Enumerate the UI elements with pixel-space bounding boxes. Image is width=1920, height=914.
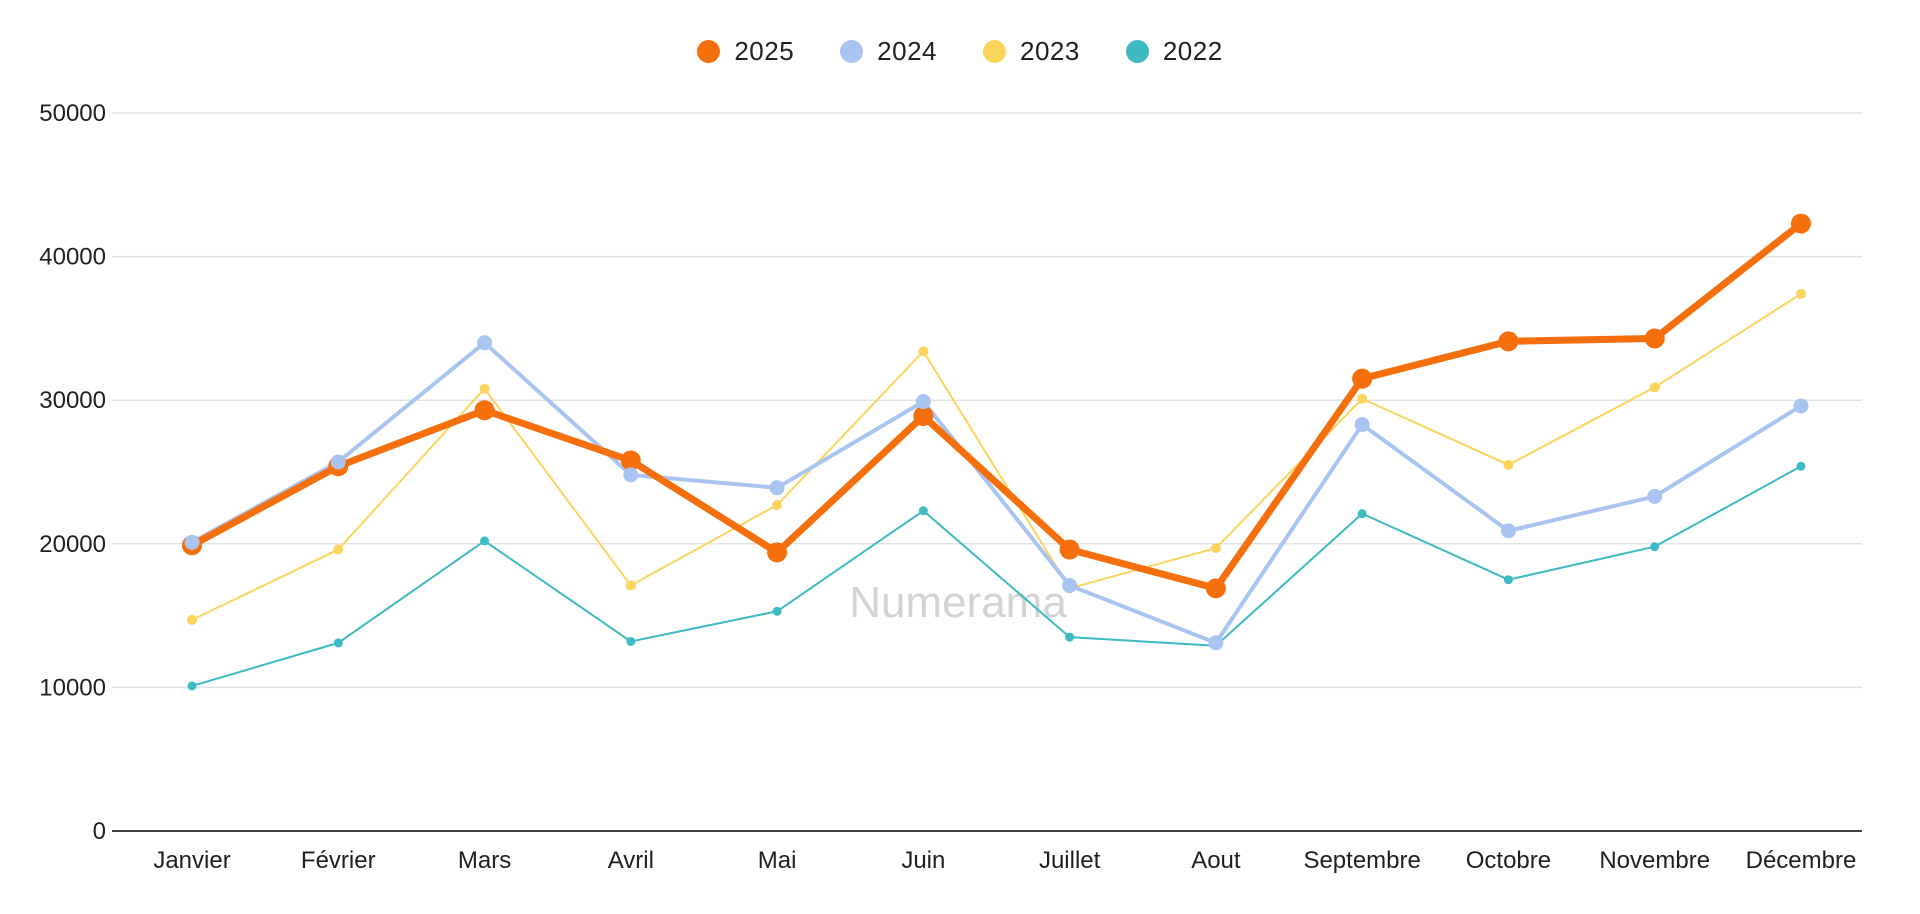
legend-dot-2024-icon bbox=[840, 40, 864, 63]
data-point-2022-Mai[interactable] bbox=[772, 606, 782, 616]
data-point-2024-Novembre[interactable] bbox=[1647, 488, 1663, 504]
data-point-2022-Septembre[interactable] bbox=[1357, 509, 1367, 519]
y-tick-label: 50000 bbox=[39, 100, 106, 127]
data-point-2024-Janvier[interactable] bbox=[184, 534, 200, 550]
x-tick-label-Janvier: Janvier bbox=[153, 847, 230, 874]
legend-item-2023[interactable]: 2023 bbox=[983, 36, 1080, 67]
data-point-2025-Avril[interactable] bbox=[620, 450, 641, 471]
data-point-2022-Décembre[interactable] bbox=[1796, 461, 1806, 471]
data-point-2023-Mars[interactable] bbox=[479, 383, 490, 394]
data-point-2023-Aout[interactable] bbox=[1210, 543, 1221, 554]
legend-item-2024[interactable]: 2024 bbox=[840, 36, 937, 67]
chart-legend: 2025 2024 2023 2022 bbox=[0, 36, 1920, 67]
x-tick-label-Juillet: Juillet bbox=[1039, 847, 1101, 874]
data-point-2022-Novembre[interactable] bbox=[1650, 542, 1660, 552]
x-tick-label-Septembre: Septembre bbox=[1303, 847, 1420, 874]
x-tick-label-Février: Février bbox=[301, 847, 376, 874]
x-tick-label-Aout: Aout bbox=[1191, 847, 1241, 874]
data-point-2025-Octobre[interactable] bbox=[1498, 331, 1519, 352]
data-point-2022-Juillet[interactable] bbox=[1065, 632, 1075, 642]
data-point-2024-Avril[interactable] bbox=[623, 467, 639, 483]
legend-label-2023: 2023 bbox=[1020, 36, 1080, 66]
data-point-2022-Février[interactable] bbox=[333, 638, 343, 648]
data-point-2024-Juillet[interactable] bbox=[1062, 577, 1078, 593]
x-tick-label-Octobre: Octobre bbox=[1466, 847, 1551, 874]
legend-item-2025[interactable]: 2025 bbox=[697, 36, 794, 67]
x-tick-label-Novembre: Novembre bbox=[1599, 847, 1710, 874]
y-tick-label: 40000 bbox=[39, 244, 106, 271]
legend-dot-2023-icon bbox=[983, 40, 1006, 63]
data-point-2025-Aout[interactable] bbox=[1205, 578, 1226, 599]
x-tick-label-Avril: Avril bbox=[608, 847, 654, 874]
legend-label-2025: 2025 bbox=[734, 36, 795, 66]
data-point-2024-Septembre[interactable] bbox=[1354, 417, 1370, 433]
data-point-2025-Décembre[interactable] bbox=[1790, 213, 1811, 234]
legend-label-2024: 2024 bbox=[877, 36, 937, 66]
data-point-2025-Juillet[interactable] bbox=[1059, 539, 1080, 560]
data-point-2022-Juin[interactable] bbox=[918, 506, 928, 516]
data-point-2023-Septembre[interactable] bbox=[1357, 393, 1368, 404]
series-line-2025 bbox=[188, 220, 1805, 592]
data-point-2023-Mai[interactable] bbox=[772, 500, 783, 511]
data-point-2023-Décembre[interactable] bbox=[1795, 288, 1806, 299]
series-line-2023 bbox=[191, 292, 1802, 621]
y-tick-label: 10000 bbox=[39, 674, 106, 701]
y-tick-label: 30000 bbox=[39, 387, 106, 414]
data-point-2023-Avril[interactable] bbox=[625, 580, 636, 591]
x-tick-label-Mai: Mai bbox=[758, 847, 797, 874]
data-point-2023-Juin[interactable] bbox=[918, 346, 929, 357]
data-point-2025-Novembre[interactable] bbox=[1644, 328, 1665, 349]
data-point-2023-Janvier[interactable] bbox=[187, 614, 197, 625]
data-point-2024-Mars[interactable] bbox=[477, 335, 493, 351]
x-tick-label-Décembre: Décembre bbox=[1746, 847, 1857, 874]
data-point-2024-Octobre[interactable] bbox=[1500, 523, 1516, 539]
legend-dot-2025-icon bbox=[697, 40, 721, 63]
series-line-2022 bbox=[191, 465, 1802, 687]
data-point-2022-Janvier[interactable] bbox=[187, 681, 197, 691]
data-point-2023-Novembre[interactable] bbox=[1649, 382, 1660, 393]
legend-dot-2022-icon bbox=[1125, 40, 1149, 63]
y-tick-label: 0 bbox=[93, 818, 106, 845]
legend-item-2022[interactable]: 2022 bbox=[1125, 36, 1223, 67]
watermark: Numerama bbox=[849, 578, 1067, 627]
data-point-2025-Juin[interactable] bbox=[913, 405, 934, 426]
series-line-2024 bbox=[190, 340, 1803, 645]
data-point-2022-Octobre[interactable] bbox=[1503, 575, 1513, 585]
x-tick-label-Juin: Juin bbox=[901, 847, 945, 874]
data-point-2024-Juin[interactable] bbox=[915, 394, 931, 410]
data-point-2022-Avril[interactable] bbox=[626, 636, 636, 646]
data-point-2024-Décembre[interactable] bbox=[1793, 398, 1809, 414]
y-tick-label: 20000 bbox=[39, 531, 106, 558]
data-point-2024-Février[interactable] bbox=[330, 454, 346, 470]
legend-label-2022: 2022 bbox=[1162, 36, 1223, 66]
x-tick-label-Mars: Mars bbox=[458, 847, 511, 874]
data-point-2022-Mars[interactable] bbox=[480, 536, 490, 546]
data-point-2024-Mai[interactable] bbox=[769, 480, 785, 496]
data-point-2025-Mai[interactable] bbox=[767, 542, 788, 563]
data-point-2023-Octobre[interactable] bbox=[1503, 459, 1514, 470]
data-point-2023-Février[interactable] bbox=[333, 544, 344, 555]
data-point-2025-Septembre[interactable] bbox=[1352, 368, 1373, 389]
data-point-2024-Aout[interactable] bbox=[1208, 635, 1224, 651]
data-point-2025-Mars[interactable] bbox=[474, 400, 495, 421]
